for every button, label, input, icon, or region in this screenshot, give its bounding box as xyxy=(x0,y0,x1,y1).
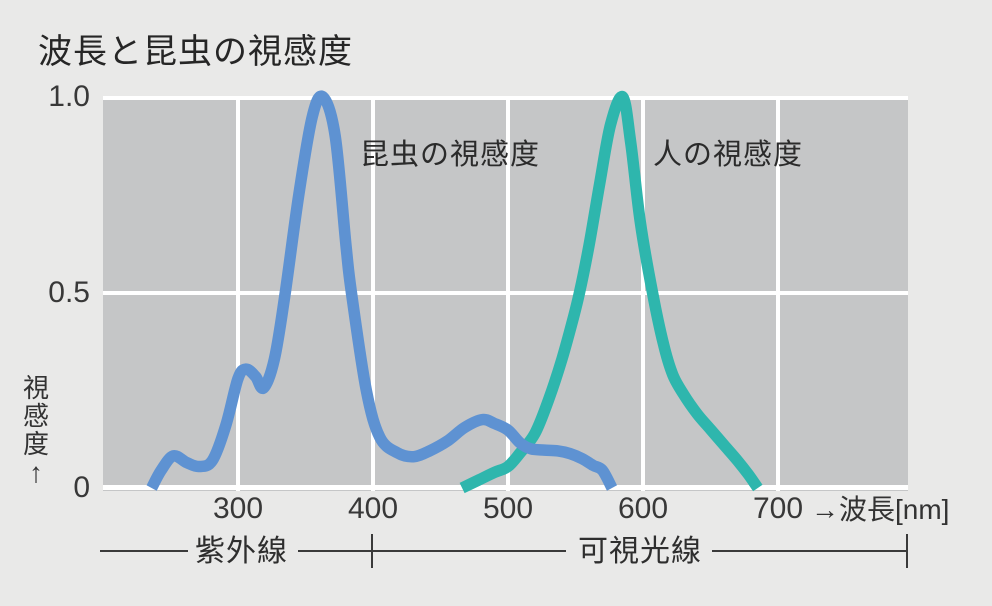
visible-region-label: 可視光線 xyxy=(578,535,702,568)
band-line-segment xyxy=(100,550,188,552)
y-axis-label: 視感度 xyxy=(22,373,49,459)
x-tick-500: 500 xyxy=(482,492,534,525)
x-tick-600: 600 xyxy=(617,492,669,525)
up-arrow-icon: ↑ xyxy=(29,457,43,488)
x-tick-300: 300 xyxy=(212,492,264,525)
band-divider-tick-400nm xyxy=(371,534,373,568)
insect-curve-label: 昆虫の視感度 xyxy=(360,139,541,171)
y-tick-0.5: 0.5 xyxy=(48,276,90,309)
chart-title: 波長と昆虫の視感度 xyxy=(38,33,353,71)
x-tick-700: 700 xyxy=(752,492,804,525)
band-line-segment xyxy=(298,550,566,552)
x-tick-400: 400 xyxy=(347,492,399,525)
y-tick-0: 0 xyxy=(73,471,90,504)
human-curve-label: 人の視感度 xyxy=(653,139,804,171)
x-axis-title: →波長[nm] xyxy=(811,494,950,525)
uv-region-label: 紫外線 xyxy=(195,535,288,568)
y-tick-1.0: 1.0 xyxy=(48,80,90,113)
gridline-y-0.5 xyxy=(103,290,908,295)
band-line-segment xyxy=(712,550,908,552)
band-end-tick xyxy=(906,534,908,568)
